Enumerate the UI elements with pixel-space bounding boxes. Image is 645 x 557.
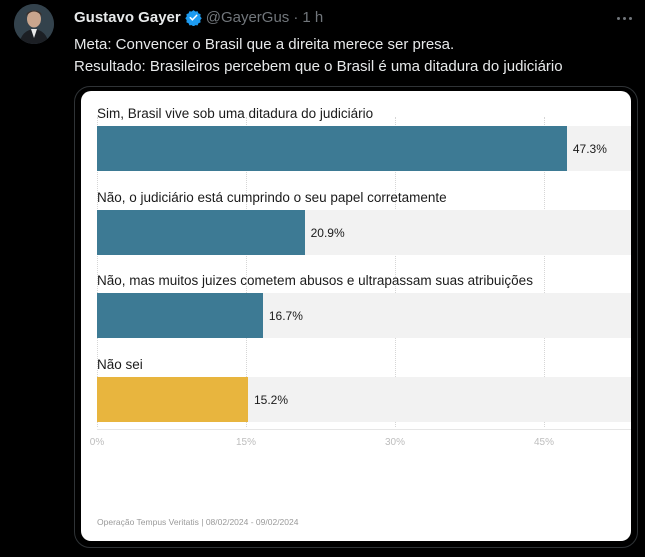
tick-label-0: 0%: [89, 437, 105, 448]
author-name[interactable]: Gustavo Gayer: [74, 8, 181, 26]
question-label-3: Não, mas muitos juizes cometem abusos e …: [97, 273, 533, 288]
bar-3: [97, 293, 263, 338]
tick-label-15: 15%: [235, 437, 257, 448]
tick-label-30: 30%: [384, 437, 406, 448]
verified-badge-icon: [185, 9, 202, 26]
value-label-2: 20.9%: [310, 226, 345, 240]
x-axis: [97, 429, 631, 430]
avatar[interactable]: [14, 4, 54, 44]
question-label-2: Não, o judiciário está cumprindo o seu p…: [97, 190, 447, 205]
gridline-0: [97, 117, 98, 427]
value-label-1: 47.3%: [572, 142, 607, 156]
value-label-3: 16.7%: [268, 309, 303, 323]
tweet-text-line-2: Resultado: Brasileiros percebem que o Br…: [74, 58, 563, 75]
timestamp[interactable]: 1 h: [302, 8, 324, 26]
value-label-4: 15.2%: [253, 393, 289, 407]
poll-chart-image: Sim, Brasil vive sob uma ditadura do jud…: [81, 91, 631, 541]
gridline-30: [395, 117, 396, 427]
bar-4: [97, 377, 248, 422]
tweet-text: Meta: Convencer o Brasil que a direita m…: [74, 34, 631, 78]
avatar-photo: [14, 4, 54, 44]
author-handle[interactable]: @GayerGus: [205, 8, 290, 26]
separator-dot: ·: [293, 8, 299, 26]
question-label-4: Não sei: [97, 357, 143, 372]
more-options-icon[interactable]: [613, 8, 635, 28]
chart-source: Operação Tempus Veritatis | 08/02/2024 -…: [97, 517, 299, 527]
gridline-45: [544, 117, 545, 427]
tweet-text-line-1: Meta: Convencer o Brasil que a direita m…: [74, 36, 455, 53]
question-label-1: Sim, Brasil vive sob uma ditadura do jud…: [97, 106, 374, 121]
tweet-header: Gustavo Gayer @GayerGus · 1 h: [74, 6, 631, 28]
bar-1: [97, 126, 567, 171]
media-card[interactable]: Sim, Brasil vive sob uma ditadura do jud…: [74, 86, 638, 548]
gridline-15: [246, 117, 247, 427]
bar-2: [97, 210, 305, 255]
tick-label-45: 45%: [533, 437, 555, 448]
